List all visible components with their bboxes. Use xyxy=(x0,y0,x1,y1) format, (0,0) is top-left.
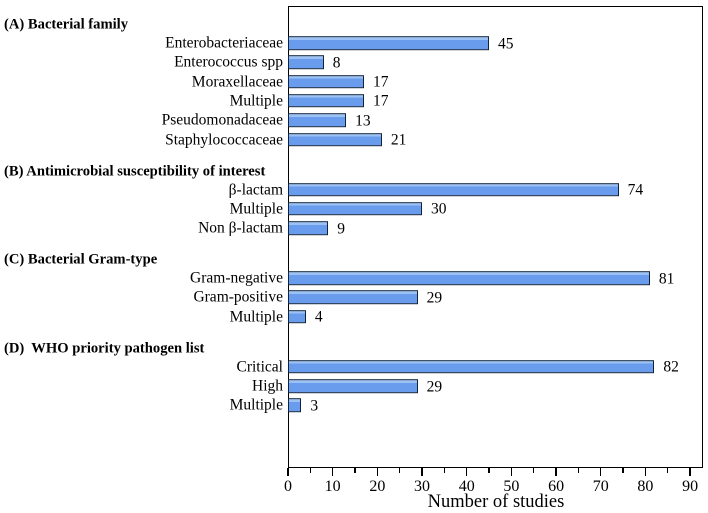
bar xyxy=(288,359,655,374)
x-minor-tick xyxy=(667,468,669,473)
bar xyxy=(288,36,490,50)
x-minor-tick xyxy=(443,468,446,473)
bar-value-label: 21 xyxy=(390,131,407,149)
bar xyxy=(288,309,306,324)
x-tick-label: 40 xyxy=(458,478,475,495)
bar-row-label: Multiple xyxy=(229,307,283,325)
bar xyxy=(288,132,382,147)
bar-value-label: 17 xyxy=(372,73,389,91)
bar xyxy=(288,221,329,235)
x-major-tick xyxy=(466,468,468,476)
bar-value-label: 74 xyxy=(627,181,644,199)
bar xyxy=(288,271,650,285)
x-minor-tick xyxy=(488,468,490,473)
bar xyxy=(288,113,347,127)
x-major-tick xyxy=(421,468,423,476)
bar-value-label: 81 xyxy=(658,269,675,287)
x-tick-label: 80 xyxy=(637,478,654,495)
bar xyxy=(288,290,418,305)
x-major-tick xyxy=(376,468,379,476)
bar-row-label: Moraxellaceae xyxy=(191,72,283,90)
bar-value-label: 82 xyxy=(663,358,679,376)
bar-row-label: β-lactam xyxy=(228,180,283,198)
chart-group-heading: (D) WHO priority pathogen list xyxy=(4,340,205,357)
bar-row-label: Multiple xyxy=(229,92,283,110)
x-major-tick xyxy=(689,468,691,476)
x-tick-label: 50 xyxy=(503,478,520,495)
bar-row-label: Enterobacteriaceae xyxy=(165,34,283,52)
bar-value-label: 45 xyxy=(498,34,514,52)
x-axis-title: Number of studies xyxy=(427,492,565,512)
x-major-tick xyxy=(510,468,513,476)
bar-value-label: 8 xyxy=(332,54,341,72)
bar xyxy=(288,55,324,70)
bar xyxy=(288,74,364,89)
chart-group-heading: (C) Bacterial Gram-type xyxy=(4,251,158,268)
bar xyxy=(288,398,302,413)
bar-value-label: 30 xyxy=(431,200,447,218)
bar xyxy=(288,202,423,216)
x-major-tick xyxy=(644,468,647,476)
bar-value-label: 9 xyxy=(337,219,345,237)
x-tick-label: 20 xyxy=(369,478,386,495)
x-minor-tick xyxy=(533,468,535,473)
x-major-tick xyxy=(555,468,557,476)
bar-row-label: Non β-lactam xyxy=(198,219,283,237)
bar-value-label: 3 xyxy=(310,397,319,415)
bar-row-label: High xyxy=(252,377,283,395)
bar xyxy=(288,94,364,108)
bar-row-label: Gram-negative xyxy=(190,269,283,287)
bar-row-label: Multiple xyxy=(229,200,283,218)
bar-row-label: Enterococcus spp xyxy=(174,53,283,71)
bar-row-label: Pseudomonadaceae xyxy=(161,111,283,129)
x-minor-tick xyxy=(354,468,356,473)
bar-value-label: 29 xyxy=(426,289,443,307)
bar-row-label: Critical xyxy=(236,357,284,375)
bar-row-label: Staphylococcaceae xyxy=(165,130,283,148)
bar-row-label: Multiple xyxy=(229,396,283,414)
x-minor-tick xyxy=(309,468,312,473)
x-major-tick xyxy=(287,468,289,476)
bar-value-label: 4 xyxy=(314,308,323,326)
x-minor-tick xyxy=(622,468,624,473)
x-major-tick xyxy=(331,468,334,476)
x-tick-label: 0 xyxy=(284,478,292,495)
bar-value-label: 29 xyxy=(426,377,443,395)
x-minor-tick xyxy=(398,468,401,473)
bar xyxy=(288,379,418,393)
x-major-tick xyxy=(600,468,602,476)
x-tick-label: 10 xyxy=(324,478,341,495)
bar-value-label: 13 xyxy=(355,111,371,129)
bar xyxy=(288,182,619,197)
chart-group-heading: (A) Bacterial family xyxy=(4,16,129,33)
bar-row-label: Gram-positive xyxy=(193,288,283,306)
x-tick-label: 30 xyxy=(414,478,431,495)
chart-group-heading: (B) Antimicrobial susceptibility of inte… xyxy=(4,163,266,180)
x-tick-label: 90 xyxy=(682,478,699,495)
x-tick-label: 60 xyxy=(548,478,565,495)
x-tick-label: 70 xyxy=(592,478,609,495)
x-minor-tick xyxy=(577,468,580,473)
bar-value-label: 17 xyxy=(372,92,389,110)
